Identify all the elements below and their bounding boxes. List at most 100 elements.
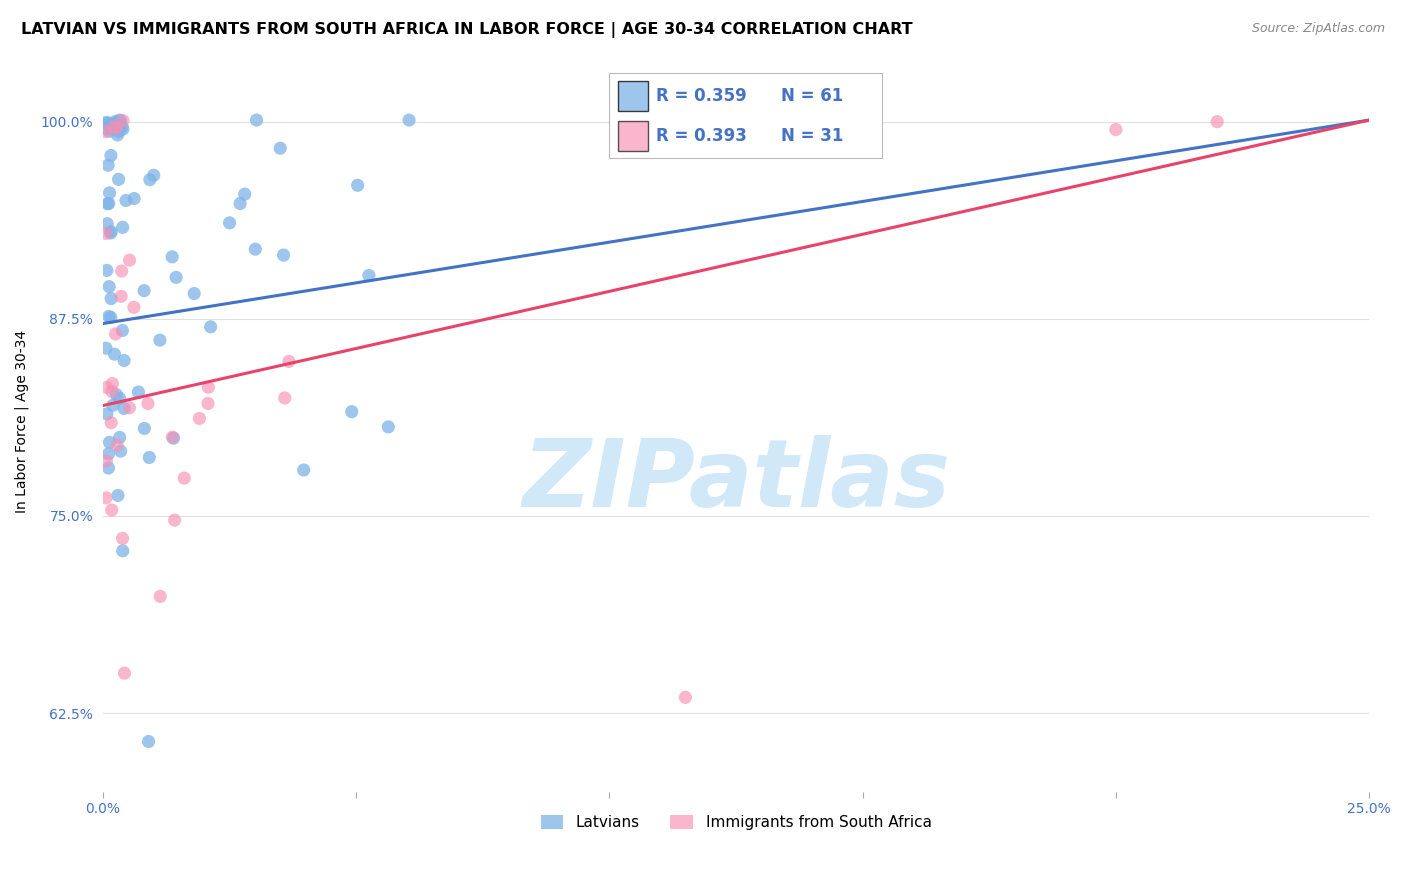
Point xyxy=(197,380,219,394)
Point xyxy=(122,192,145,206)
Point xyxy=(100,416,122,430)
Point xyxy=(111,220,134,235)
Point xyxy=(103,347,125,361)
Point xyxy=(107,119,129,133)
Point xyxy=(111,120,134,135)
Point xyxy=(98,279,121,293)
Point xyxy=(162,431,184,445)
Point xyxy=(100,310,122,325)
Point xyxy=(96,121,118,136)
Point xyxy=(1105,122,1128,136)
Point xyxy=(96,454,118,468)
Point xyxy=(100,292,122,306)
Point xyxy=(357,268,380,283)
Text: LATVIAN VS IMMIGRANTS FROM SOUTH AFRICA IN LABOR FORCE | AGE 30-34 CORRELATION C: LATVIAN VS IMMIGRANTS FROM SOUTH AFRICA … xyxy=(21,22,912,38)
Point xyxy=(200,319,222,334)
Point xyxy=(114,666,136,681)
Point xyxy=(94,341,117,355)
Point xyxy=(100,226,122,240)
Point xyxy=(100,503,122,517)
Point xyxy=(183,286,205,301)
Point xyxy=(107,121,129,136)
Legend: Latvians, Immigrants from South Africa: Latvians, Immigrants from South Africa xyxy=(534,809,938,836)
Point xyxy=(277,354,299,368)
Point xyxy=(111,532,134,546)
Point xyxy=(105,388,128,402)
Point xyxy=(97,461,120,475)
Point xyxy=(398,113,420,128)
Point xyxy=(94,227,117,241)
Point xyxy=(96,115,118,129)
Point xyxy=(101,384,124,399)
Point xyxy=(245,113,267,128)
Point xyxy=(107,488,129,502)
Y-axis label: In Labor Force | Age 30-34: In Labor Force | Age 30-34 xyxy=(15,330,30,513)
Point xyxy=(107,172,129,186)
Point xyxy=(108,430,131,444)
Point xyxy=(100,120,122,135)
Point xyxy=(98,124,121,138)
Point xyxy=(346,178,368,193)
Point xyxy=(94,491,117,505)
Point xyxy=(233,187,256,202)
Point xyxy=(108,392,131,406)
Point xyxy=(673,113,696,128)
Point xyxy=(108,119,131,133)
Point xyxy=(136,396,159,410)
Point xyxy=(134,421,156,435)
Point xyxy=(97,447,120,461)
Point xyxy=(132,284,155,298)
Text: ZIPatlas: ZIPatlas xyxy=(522,434,950,526)
Point xyxy=(101,376,124,391)
Point xyxy=(377,420,399,434)
Point xyxy=(105,438,128,452)
Point xyxy=(101,398,124,412)
Point xyxy=(110,444,132,458)
Point xyxy=(101,117,124,131)
Point xyxy=(127,384,149,399)
Point xyxy=(97,116,120,130)
Point xyxy=(273,248,295,262)
Point xyxy=(105,120,128,135)
Point xyxy=(229,196,252,211)
Point xyxy=(218,216,240,230)
Point xyxy=(100,225,122,239)
Point xyxy=(108,125,131,139)
Point xyxy=(149,590,172,604)
Point xyxy=(104,114,127,128)
Point xyxy=(197,396,219,410)
Point xyxy=(97,158,120,172)
Point xyxy=(96,117,118,131)
Point xyxy=(139,173,162,187)
Point xyxy=(142,169,165,183)
Point xyxy=(98,186,121,200)
Point xyxy=(111,264,134,278)
Point xyxy=(97,310,120,324)
Point xyxy=(111,122,134,136)
Point xyxy=(188,411,211,425)
Point xyxy=(112,353,135,368)
Point xyxy=(97,196,120,211)
Point xyxy=(96,263,118,277)
Point xyxy=(160,250,183,264)
Point xyxy=(245,242,267,256)
Point xyxy=(269,141,291,155)
Point xyxy=(163,513,186,527)
Point xyxy=(112,401,135,416)
Point xyxy=(108,113,131,128)
Point xyxy=(111,324,134,338)
Point xyxy=(110,114,132,128)
Point xyxy=(110,289,132,303)
Point xyxy=(1206,114,1229,128)
Point xyxy=(162,430,184,444)
Point xyxy=(111,544,134,558)
Point xyxy=(107,128,129,142)
Text: Source: ZipAtlas.com: Source: ZipAtlas.com xyxy=(1251,22,1385,36)
Point xyxy=(96,217,118,231)
Point xyxy=(96,407,118,421)
Point xyxy=(97,196,120,211)
Point xyxy=(98,120,121,135)
Point xyxy=(103,117,125,131)
Point xyxy=(165,270,187,285)
Point xyxy=(98,435,121,450)
